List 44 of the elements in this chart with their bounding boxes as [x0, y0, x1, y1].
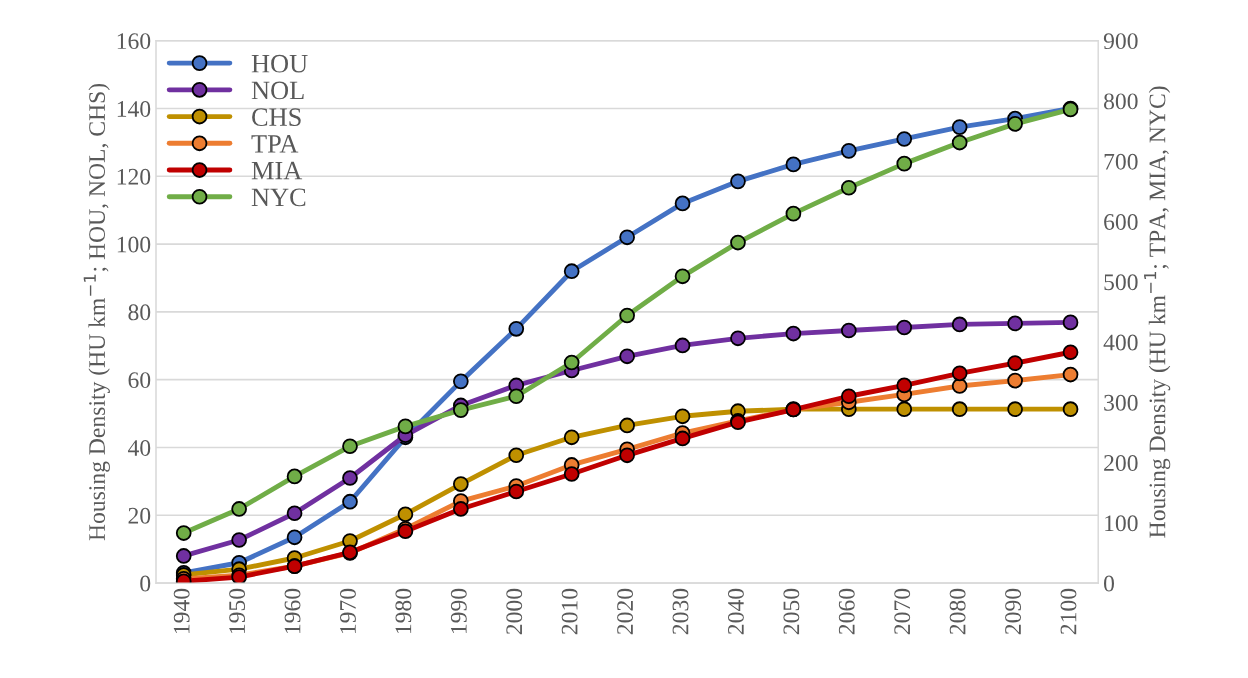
y-tick-label: 0	[140, 575, 151, 592]
x-tick-label: 2000	[506, 588, 523, 635]
x-tick-label: 1980	[395, 588, 412, 634]
y-tick-label: 120	[117, 168, 151, 185]
legend-label: NYC	[251, 188, 306, 207]
y2-tick-label: 500	[1104, 274, 1138, 291]
x-tick-label: 1970	[339, 588, 356, 634]
x-tick-label: 2020	[617, 588, 634, 635]
y2-tick-label: 900	[1103, 33, 1138, 50]
x-tick-label: 2040	[727, 588, 744, 635]
y-axis-title: Housing Density (HU km$^{−1}$; HOU, NOL, CHS)	[83, 83, 110, 541]
y2-axis-title: Housing Density (HU km$^{−1}$; TPA, MIA, NYC)	[1144, 86, 1171, 538]
y-tick-label: 100	[117, 236, 151, 253]
x-tick-label: 1950	[229, 588, 246, 634]
y-tick-label: 160	[117, 33, 151, 50]
y-tick-label: 40	[127, 439, 151, 456]
x-tick-label: 2080	[949, 588, 966, 635]
y2-tick-label: 0	[1104, 575, 1115, 592]
y2-tick-label: 600	[1104, 213, 1138, 230]
x-tick-label: 2050	[783, 588, 800, 635]
y2-tick-label: 400	[1103, 334, 1138, 351]
y2-tick-label: 800	[1104, 93, 1138, 110]
x-tick-label: 2010	[561, 588, 578, 635]
legend-label: TPA	[251, 135, 299, 153]
x-tick-label: 2100	[1060, 588, 1077, 635]
legend-label: MIA	[251, 161, 303, 180]
x-tick-label: 2070	[894, 588, 911, 635]
y2-tick-label: 700	[1104, 153, 1138, 170]
y2-tick-label: 300	[1104, 394, 1138, 411]
y-tick-label: 20	[128, 507, 151, 524]
x-tick-label: 1990	[450, 588, 467, 634]
x-tick-label: 2060	[838, 588, 855, 635]
y-tick-label: 60	[128, 372, 151, 389]
y2-tick-label: 200	[1104, 455, 1138, 471]
y-tick-label: 140	[117, 100, 151, 117]
legend-label: NOL	[251, 81, 304, 100]
legend-label: CHS	[252, 108, 301, 127]
x-tick-label: 1940	[173, 588, 190, 634]
legend-label: HOU	[251, 54, 308, 73]
x-tick-label: 2030	[672, 588, 689, 635]
y-tick-label: 80	[128, 304, 151, 321]
x-tick-label: 2090	[1005, 588, 1022, 635]
x-tick-label: 1960	[284, 588, 301, 634]
y2-tick-label: 100	[1105, 515, 1138, 532]
